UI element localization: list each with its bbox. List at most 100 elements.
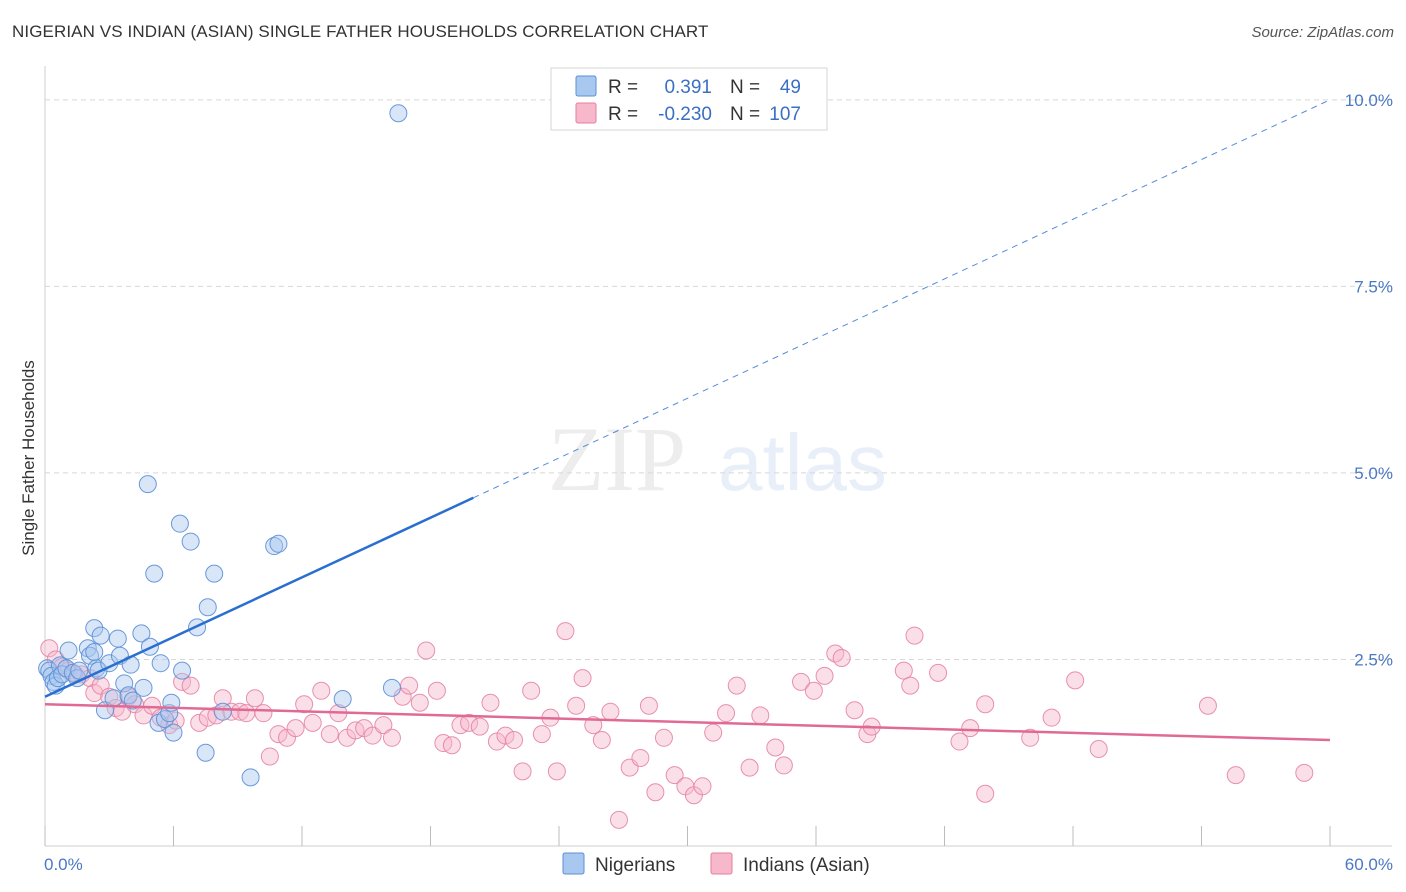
indian-point: [751, 706, 770, 725]
nigerians-trend-line: [44, 496, 474, 698]
gridlines: [45, 99, 1392, 660]
nigerian-point: [198, 598, 217, 617]
nigerian-point: [123, 691, 142, 710]
nigerian-point: [108, 629, 127, 648]
nigerian-point: [205, 564, 224, 583]
indian-point: [665, 766, 684, 785]
nigerian-point: [115, 674, 134, 693]
y-tick-label: 2.5%: [1354, 650, 1393, 669]
indian-point: [320, 725, 339, 744]
nigerians-trend-extension: [473, 99, 1331, 499]
indian-point: [269, 725, 288, 744]
indian-point: [905, 626, 924, 645]
nigerian-point: [138, 475, 157, 494]
indian-point: [427, 681, 446, 700]
nigerian-point: [164, 723, 183, 742]
indian-point: [547, 762, 566, 781]
nigerian-point: [181, 532, 200, 551]
axes: [44, 66, 1392, 847]
indian-point: [592, 731, 611, 750]
indian-point: [442, 736, 461, 755]
nigerian-point: [241, 768, 260, 787]
indian-point: [410, 693, 429, 712]
indian-point: [961, 719, 980, 738]
indian-point: [522, 681, 541, 700]
nigerian-point: [173, 661, 192, 680]
indian-point: [1066, 671, 1085, 690]
indian-point: [950, 732, 969, 751]
legend-r-label-1: R =: [608, 77, 638, 98]
indian-point: [832, 648, 851, 667]
nigerian-point: [269, 534, 288, 553]
indian-point: [254, 704, 273, 723]
nigerian-point: [196, 743, 215, 762]
indian-point: [1226, 766, 1245, 785]
indian-point: [609, 810, 628, 829]
x-tick-label-max: 60.0%: [1345, 855, 1393, 874]
indian-point: [382, 728, 401, 747]
indian-point: [654, 728, 673, 747]
nigerian-point: [70, 661, 89, 680]
nigerian-point: [213, 702, 232, 721]
indian-point: [774, 756, 793, 775]
indian-point: [286, 719, 305, 738]
indian-point: [513, 762, 532, 781]
watermark-zip: ZIP: [548, 408, 686, 510]
indian-point: [1089, 740, 1108, 758]
indian-point: [815, 666, 834, 685]
indian-point: [766, 738, 785, 757]
legend-n-label-2: N =: [730, 104, 760, 125]
watermark-atlas: atlas: [718, 418, 887, 507]
legend-swatch-indians: [575, 102, 597, 124]
indian-point: [1042, 708, 1061, 727]
source-credit: Source: ZipAtlas.com: [1251, 24, 1394, 41]
indian-point: [804, 681, 823, 700]
indian-point: [470, 717, 489, 736]
indian-point: [704, 723, 723, 742]
nigerian-point: [333, 690, 352, 709]
indian-point: [400, 676, 419, 695]
bottom-legend-nigerians: Nigerians: [595, 855, 675, 876]
legend-r-value-1: 0.391: [664, 77, 712, 98]
indian-point: [631, 748, 650, 767]
nigerian-point: [145, 564, 164, 583]
y-tick-label: 10.0%: [1345, 91, 1393, 110]
indian-point: [717, 704, 736, 723]
legend-r-value-2: -0.230: [658, 104, 712, 125]
nigerian-point: [85, 643, 104, 661]
indians-trend-line: [44, 702, 1331, 742]
indian-point: [481, 693, 500, 712]
nigerian-point: [389, 104, 408, 123]
nigerian-point: [170, 514, 189, 533]
nigerian-point: [59, 641, 78, 660]
nigerian-point: [91, 626, 110, 645]
y-tick-label: 7.5%: [1354, 277, 1393, 296]
indian-point: [417, 641, 436, 660]
indian-point: [1198, 696, 1217, 715]
legend-n-value-2: 107: [769, 104, 801, 125]
nigerian-point: [382, 678, 401, 697]
indian-point: [976, 784, 995, 803]
indian-point: [573, 669, 592, 688]
nigerian-point: [134, 678, 153, 697]
bottom-legend-swatch-indians: [710, 852, 733, 875]
indian-point: [792, 672, 811, 691]
indian-point: [190, 713, 209, 732]
bottom-legend-swatch-nigerians: [562, 852, 585, 875]
nigerian-point: [85, 619, 104, 638]
y-tick-labels: 2.5% 5.0% 7.5% 10.0%: [1345, 91, 1393, 670]
x-tick-labels: 0.0% 60.0%: [44, 855, 1393, 874]
indian-point: [601, 702, 620, 721]
indian-point: [532, 725, 551, 744]
indian-point: [237, 704, 256, 723]
indian-point: [901, 676, 920, 695]
indian-point: [213, 689, 232, 708]
nigerian-point: [132, 624, 151, 643]
indian-point: [393, 687, 412, 706]
indian-point: [245, 689, 264, 708]
indian-point: [295, 695, 314, 714]
chart-title: NIGERIAN VS INDIAN (ASIAN) SINGLE FATHER…: [12, 22, 709, 41]
indian-point: [556, 622, 575, 641]
indian-point: [85, 684, 104, 703]
